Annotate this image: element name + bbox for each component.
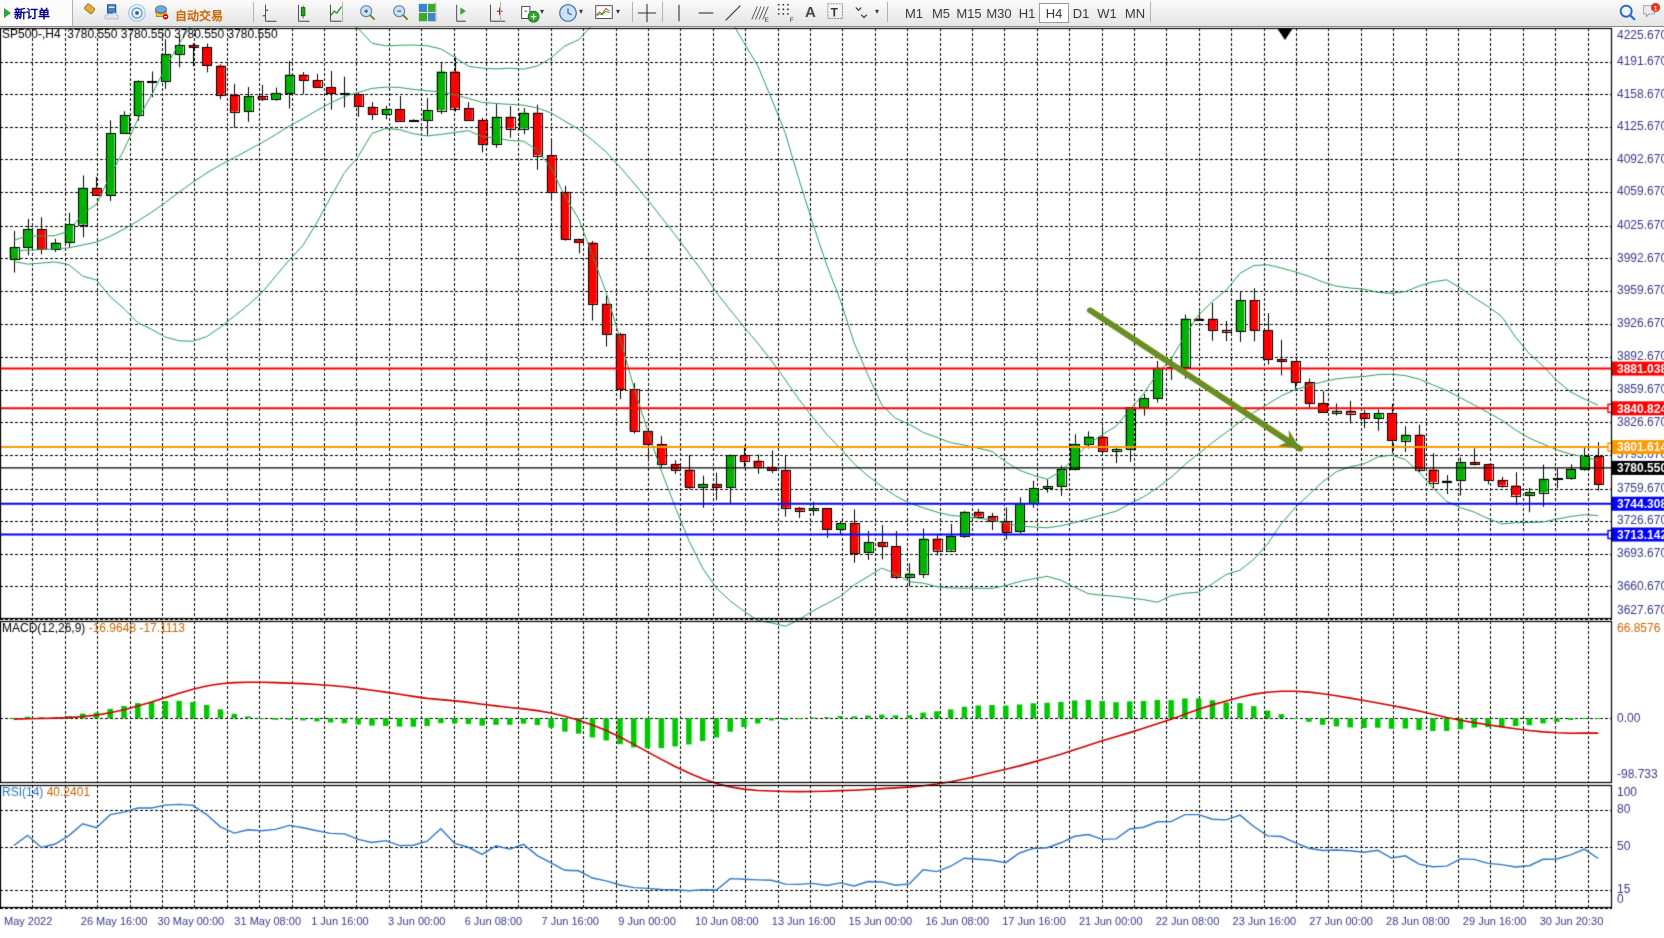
svg-text:T: T [831,6,839,20]
svg-text:F: F [790,17,794,24]
svg-text:E: E [765,17,769,24]
svg-text:1: 1 [1654,5,1658,12]
